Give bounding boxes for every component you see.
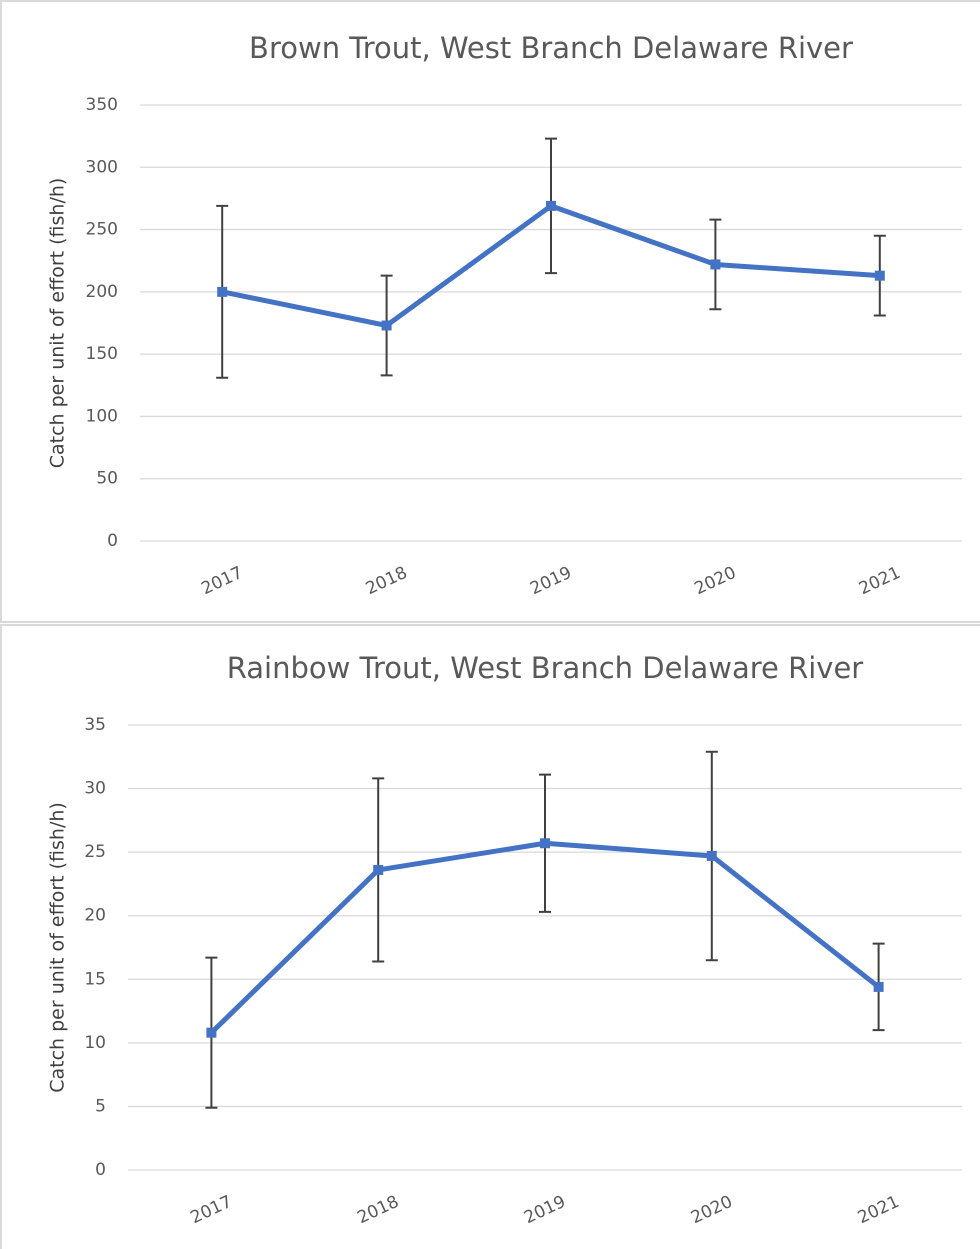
y-tick-label: 15 — [84, 969, 106, 989]
y-tick-label: 20 — [84, 906, 106, 926]
y-tick-label: 300 — [86, 157, 118, 177]
data-marker — [381, 320, 392, 331]
y-tick-label: 250 — [86, 220, 118, 240]
y-tick-label: 0 — [95, 1160, 106, 1180]
data-marker — [206, 1027, 217, 1038]
y-tick-label: 30 — [84, 779, 106, 799]
chart-title: Rainbow Trout, West Branch Delaware Rive… — [227, 651, 864, 685]
data-marker — [373, 864, 384, 875]
y-tick-label: 10 — [84, 1033, 106, 1053]
y-tick-label: 100 — [86, 406, 118, 426]
data-marker — [706, 850, 717, 861]
panel — [0, 624, 980, 1249]
data-marker — [710, 259, 721, 270]
data-marker — [873, 981, 884, 992]
chart-title: Brown Trout, West Branch Delaware River — [249, 31, 853, 65]
data-marker — [540, 838, 550, 849]
y-tick-label: 5 — [95, 1096, 106, 1116]
y-tick-label: 0 — [107, 531, 118, 551]
data-marker — [217, 286, 228, 297]
panel — [0, 0, 980, 623]
y-tick-label: 150 — [86, 344, 118, 364]
y-axis-label: Catch per unit of effort (fish/h) — [47, 178, 69, 469]
y-axis-label: Catch per unit of effort (fish/h) — [47, 802, 69, 1093]
data-marker — [874, 270, 885, 281]
y-tick-label: 35 — [84, 715, 106, 735]
data-marker — [546, 200, 556, 211]
y-tick-label: 200 — [86, 282, 118, 302]
y-tick-label: 25 — [84, 842, 106, 862]
y-tick-label: 50 — [96, 469, 118, 489]
y-tick-label: 350 — [86, 95, 118, 115]
